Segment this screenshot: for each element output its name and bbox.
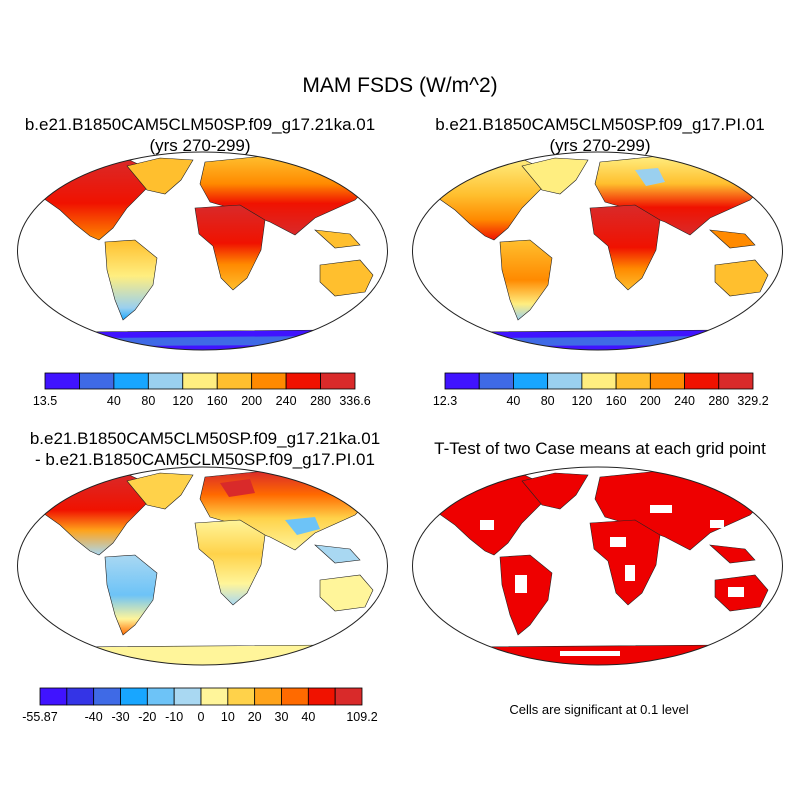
colorbar-tick-label: 280: [708, 394, 729, 408]
colorbar-box: [113, 372, 149, 390]
colorbar-tick-label: -40: [85, 710, 103, 724]
colorbar-tick-label: 109.2: [346, 710, 377, 724]
panel-4-title-line1: T-Test of two Case means at each grid po…: [434, 439, 766, 458]
colorbar-box: [684, 372, 720, 390]
colorbar-tick-label: 40: [301, 710, 315, 724]
map-panel-1-21ka: [17, 151, 388, 351]
colorbar-tick-label: 329.2: [737, 394, 768, 408]
colorbar-panel-3-boxes: [39, 687, 363, 706]
colorbar-tick-label: 240: [674, 394, 695, 408]
colorbar-panel-3-labels: -55.87 -40 -30 -20 -10 0 10 20 30 40 109.2: [22, 710, 377, 724]
colorbar-box: [718, 372, 754, 390]
significance-note: Cells are significant at 0.1 level: [509, 702, 689, 717]
colorbar-box: [320, 372, 356, 390]
panel-2-title-line1: b.e21.B1850CAM5CLM50SP.f09_g17.PI.01: [435, 115, 765, 134]
colorbar-box: [334, 687, 363, 706]
colorbar-tick-label: 80: [541, 394, 555, 408]
colorbar-tick-label: 160: [207, 394, 228, 408]
panel-1-title: b.e21.B1850CAM5CLM50SP.f09_g17.21ka.01 (…: [0, 114, 400, 156]
colorbar-box: [444, 372, 480, 390]
colorbar-box: [200, 687, 229, 706]
colorbar-box: [513, 372, 549, 390]
panel-2-title: b.e21.B1850CAM5CLM50SP.f09_g17.PI.01 (yr…: [400, 114, 800, 156]
colorbar-tick-label: 80: [141, 394, 155, 408]
colorbar-tick-label: 0: [198, 710, 205, 724]
map-panel-3-difference: [17, 466, 388, 666]
colorbar-box: [44, 372, 80, 390]
colorbar-tick-label: 40: [107, 394, 121, 408]
colorbar-tick-label: 30: [275, 710, 289, 724]
colorbar-box: [182, 372, 218, 390]
colorbar-panel-2-boxes: [444, 372, 754, 390]
colorbar-box: [216, 372, 253, 390]
panel-1-title-line1: b.e21.B1850CAM5CLM50SP.f09_g17.21ka.01: [24, 115, 376, 134]
colorbar-box: [146, 687, 175, 706]
colorbar-panel-2-labels: 12.3 40 80 120 160 200 240 280 329.2: [433, 394, 769, 408]
panel-3-title: b.e21.B1850CAM5CLM50SP.f09_g17.21ka.01 -…: [0, 428, 410, 470]
map-panel-4-significance: [412, 466, 783, 666]
panel-3-title-line1: b.e21.B1850CAM5CLM50SP.f09_g17.21ka.01: [29, 429, 381, 448]
colorbar-tick-label: -20: [138, 710, 156, 724]
colorbar-tick-label: -10: [165, 710, 183, 724]
colorbar-box: [227, 687, 256, 706]
colorbar-box: [120, 687, 148, 706]
colorbar-panel-1: 13.5 40 80 120 160 200 240 280 336.6: [33, 372, 371, 408]
colorbar-tick-label: 280: [310, 394, 331, 408]
colorbar-tick-label: 12.3: [433, 394, 457, 408]
colorbar-tick-label: 120: [172, 394, 193, 408]
colorbar-box: [281, 687, 309, 706]
colorbar-box: [39, 687, 68, 706]
figure-title: MAM FSDS (W/m^2): [302, 74, 498, 97]
map-panel-1-land: [19, 155, 376, 350]
colorbar-tick-label: 240: [276, 394, 297, 408]
panel-3-title-line2: - b.e21.B1850CAM5CLM50SP.f09_g17.PI.01: [35, 450, 375, 469]
colorbar-tick-label: 10: [221, 710, 235, 724]
colorbar-panel-2: 12.3 40 80 120 160 200 240 280 329.2: [433, 372, 769, 408]
colorbar-box: [93, 687, 121, 706]
panel-4-title: T-Test of two Case means at each grid po…: [400, 438, 800, 459]
colorbar-tick-label: -30: [111, 710, 129, 724]
colorbar-box: [285, 372, 321, 390]
map-panel-3-land: [19, 470, 376, 665]
colorbar-box: [615, 372, 651, 390]
colorbar-box: [147, 372, 184, 390]
colorbar-tick-label: 120: [571, 394, 592, 408]
colorbar-box: [251, 372, 287, 390]
colorbar-box: [478, 372, 514, 390]
map-panel-2-land: [414, 155, 771, 350]
colorbar-tick-label: 13.5: [33, 394, 57, 408]
colorbar-box: [254, 687, 282, 706]
colorbar-tick-label: 20: [248, 710, 262, 724]
colorbar-box: [66, 687, 95, 706]
colorbar-tick-label: -55.87: [22, 710, 57, 724]
colorbar-box: [173, 687, 202, 706]
colorbar-box: [649, 372, 685, 390]
colorbar-tick-label: 160: [606, 394, 627, 408]
map-panel-2-pi: [412, 151, 783, 351]
colorbar-tick-label: 336.6: [339, 394, 370, 408]
colorbar-tick-label: 200: [640, 394, 661, 408]
colorbar-box: [581, 372, 617, 390]
colorbar-panel-1-labels: 13.5 40 80 120 160 200 240 280 336.6: [33, 394, 371, 408]
colorbar-tick-label: 200: [241, 394, 262, 408]
colorbar-box: [547, 372, 583, 390]
panel-1-title-line2: (yrs 270-299): [149, 136, 251, 155]
colorbar-panel-1-boxes: [44, 372, 356, 390]
colorbar-panel-3: -55.87 -40 -30 -20 -10 0 10 20 30 40 109.2: [22, 687, 378, 724]
colorbar-box: [79, 372, 115, 390]
colorbar-tick-label: 40: [506, 394, 520, 408]
colorbar-box: [307, 687, 336, 706]
map-panel-4-land: [414, 470, 771, 665]
panel-2-title-line2: (yrs 270-299): [549, 136, 651, 155]
